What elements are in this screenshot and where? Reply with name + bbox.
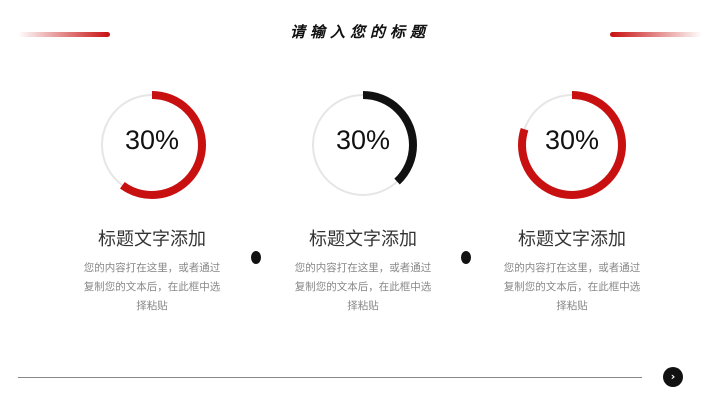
next-button[interactable]: › xyxy=(663,367,683,387)
card-title: 标题文字添加 xyxy=(518,229,626,250)
card-title: 标题文字添加 xyxy=(98,229,206,250)
decorative-bar-left xyxy=(18,32,110,37)
percent-label: 30% xyxy=(124,125,180,155)
progress-ring-1 xyxy=(98,91,206,199)
card-description: 您的内容打在这里，或者通过复制您的文本后，在此框中选择粘贴 xyxy=(503,262,641,312)
chevron-right-icon: › xyxy=(670,370,676,383)
stat-card-3: 30% 标题文字添加 您的内容打在这里，或者通过复制您的文本后，在此框中选择粘贴 xyxy=(472,85,672,316)
progress-ring-3 xyxy=(518,91,626,199)
separator-dot xyxy=(461,251,471,264)
decorative-bar-right xyxy=(610,32,702,37)
ring-progress-arc xyxy=(309,91,417,199)
stat-card-2: 30% 标题文字添加 您的内容打在这里，或者通过复制您的文本后，在此框中选择粘贴 xyxy=(263,85,463,316)
separator-dot xyxy=(251,251,261,264)
footer-divider xyxy=(18,377,642,378)
card-description: 您的内容打在这里，或者通过复制您的文本后，在此框中选择粘贴 xyxy=(294,262,432,312)
progress-ring-2 xyxy=(309,91,417,199)
page-title: 请输入您的标题 xyxy=(289,23,430,41)
ring-progress-arc xyxy=(98,91,206,199)
percent-label: 30% xyxy=(544,125,600,155)
ring-progress-arc xyxy=(518,91,626,199)
percent-label: 30% xyxy=(335,125,391,155)
stat-card-1: 30% 标题文字添加 您的内容打在这里，或者通过复制您的文本后，在此框中选择粘贴 xyxy=(52,85,252,316)
card-description: 您的内容打在这里，或者通过复制您的文本后，在此框中选择粘贴 xyxy=(83,262,221,312)
card-title: 标题文字添加 xyxy=(309,229,417,250)
